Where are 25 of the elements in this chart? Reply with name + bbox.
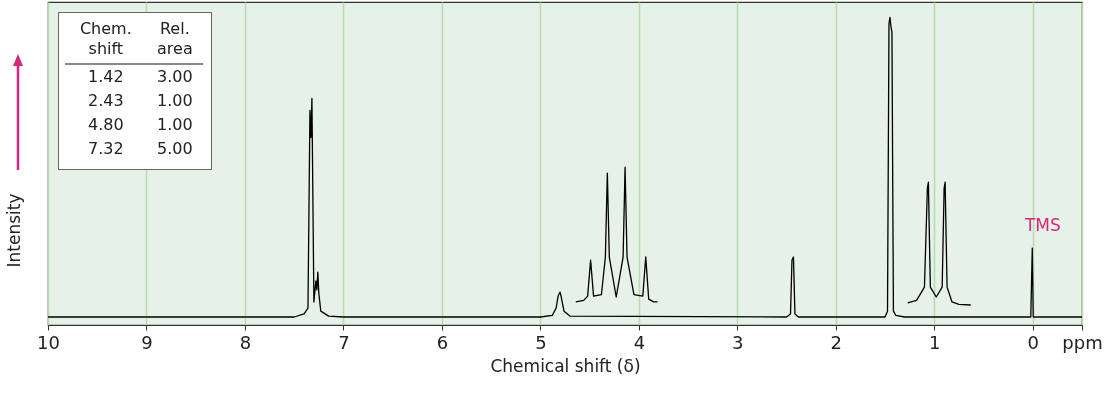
x-tick-label: 5 [535, 331, 547, 353]
annotation: TMS [1023, 215, 1061, 236]
x-tick-label: 0 [1027, 331, 1039, 353]
x-tick-label: 6 [436, 331, 449, 353]
x-tick-label: 4 [633, 331, 646, 353]
annotation: 5.00 [156, 138, 194, 160]
annotation: 1.00 [156, 114, 194, 136]
annotation: 4.80 [87, 114, 125, 136]
x-tick-label: 9 [141, 331, 153, 353]
x-tick-label: 10 [37, 331, 60, 353]
x-tick-label: ppm [1062, 331, 1103, 353]
x-tick-label: 3 [732, 331, 744, 353]
annotation: 2.43 [87, 90, 125, 112]
annotation: 1.00 [156, 90, 194, 112]
x-tick-label: 8 [239, 331, 252, 353]
annotation: 7.32 [87, 138, 125, 160]
x-tick-label: 2 [830, 331, 843, 353]
annotation: 3.00 [156, 66, 194, 88]
x-tick-label: 7 [338, 331, 350, 353]
x-axis-title: Chemical shift (δ) [490, 355, 641, 376]
annotation: 1.42 [87, 66, 125, 88]
x-tick-label: 1 [929, 331, 941, 353]
y-axis-title: Intensity [3, 193, 24, 268]
annotation: Rel. area [146, 17, 203, 64]
annotation: Chem. shift [65, 17, 147, 64]
